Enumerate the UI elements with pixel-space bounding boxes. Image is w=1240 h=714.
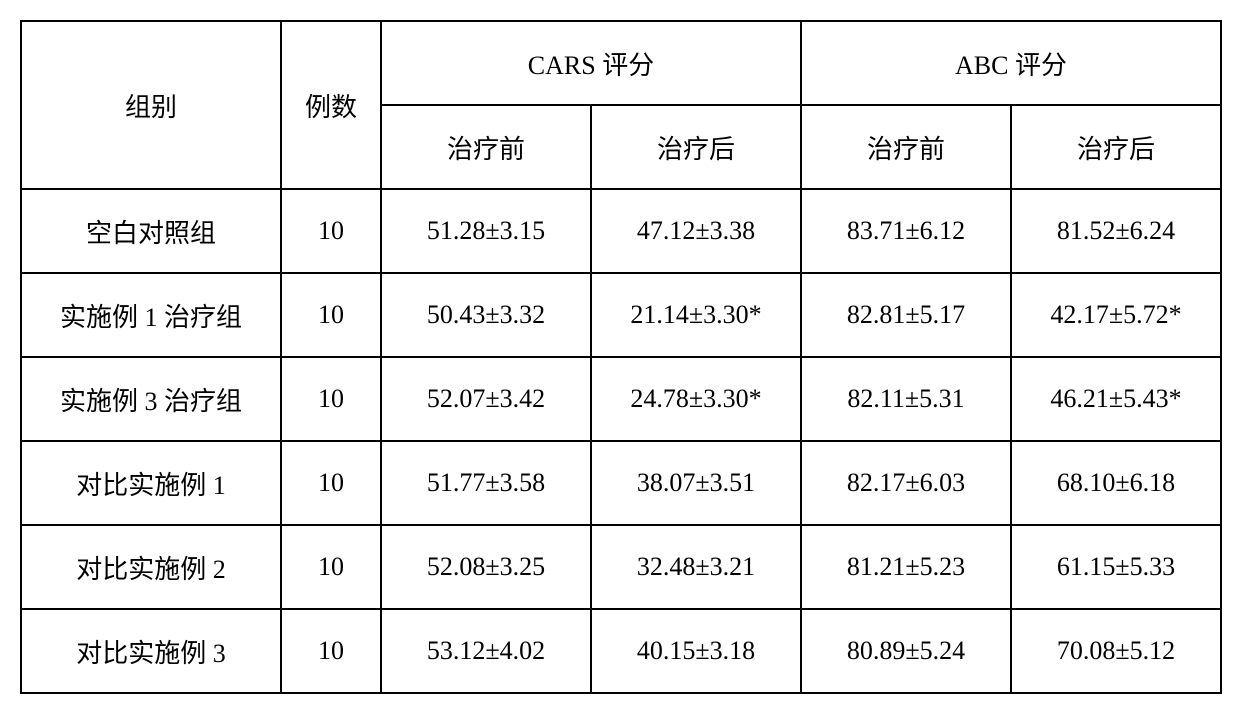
cell-cars-before: 51.28±3.15 — [381, 189, 591, 273]
header-row-1: 组别 例数 CARS 评分 ABC 评分 — [21, 21, 1221, 105]
table-row: 对比实施例 1 10 51.77±3.58 38.07±3.51 82.17±6… — [21, 441, 1221, 525]
cell-abc-after: 81.52±6.24 — [1011, 189, 1221, 273]
cell-count: 10 — [281, 609, 381, 693]
col-header-cars: CARS 评分 — [381, 21, 801, 105]
cell-cars-before: 52.07±3.42 — [381, 357, 591, 441]
col-header-abc-before: 治疗前 — [801, 105, 1011, 189]
cell-abc-before: 83.71±6.12 — [801, 189, 1011, 273]
cell-abc-before: 82.11±5.31 — [801, 357, 1011, 441]
cell-abc-before: 82.17±6.03 — [801, 441, 1011, 525]
cell-abc-before: 81.21±5.23 — [801, 525, 1011, 609]
cell-abc-before: 82.81±5.17 — [801, 273, 1011, 357]
cell-abc-after: 42.17±5.72* — [1011, 273, 1221, 357]
table-row: 对比实施例 3 10 53.12±4.02 40.15±3.18 80.89±5… — [21, 609, 1221, 693]
cell-abc-after: 70.08±5.12 — [1011, 609, 1221, 693]
cell-cars-after: 47.12±3.38 — [591, 189, 801, 273]
cell-count: 10 — [281, 189, 381, 273]
cell-cars-after: 40.15±3.18 — [591, 609, 801, 693]
cell-cars-after: 38.07±3.51 — [591, 441, 801, 525]
cell-abc-after: 46.21±5.43* — [1011, 357, 1221, 441]
cell-count: 10 — [281, 357, 381, 441]
cell-cars-after: 32.48±3.21 — [591, 525, 801, 609]
col-header-cars-after: 治疗后 — [591, 105, 801, 189]
cell-cars-before: 51.77±3.58 — [381, 441, 591, 525]
table-row: 实施例 1 治疗组 10 50.43±3.32 21.14±3.30* 82.8… — [21, 273, 1221, 357]
col-header-cars-before: 治疗前 — [381, 105, 591, 189]
cell-cars-after: 24.78±3.30* — [591, 357, 801, 441]
cell-cars-before: 53.12±4.02 — [381, 609, 591, 693]
cell-count: 10 — [281, 273, 381, 357]
cell-group: 对比实施例 2 — [21, 525, 281, 609]
cell-group: 对比实施例 1 — [21, 441, 281, 525]
cell-cars-before: 50.43±3.32 — [381, 273, 591, 357]
col-header-group: 组别 — [21, 21, 281, 189]
table-row: 对比实施例 2 10 52.08±3.25 32.48±3.21 81.21±5… — [21, 525, 1221, 609]
cell-group: 实施例 3 治疗组 — [21, 357, 281, 441]
cell-abc-before: 80.89±5.24 — [801, 609, 1011, 693]
cell-count: 10 — [281, 525, 381, 609]
table-row: 实施例 3 治疗组 10 52.07±3.42 24.78±3.30* 82.1… — [21, 357, 1221, 441]
cell-group: 空白对照组 — [21, 189, 281, 273]
cell-group: 对比实施例 3 — [21, 609, 281, 693]
cell-cars-before: 52.08±3.25 — [381, 525, 591, 609]
col-header-abc-after: 治疗后 — [1011, 105, 1221, 189]
cell-cars-after: 21.14±3.30* — [591, 273, 801, 357]
col-header-count: 例数 — [281, 21, 381, 189]
scores-table: 组别 例数 CARS 评分 ABC 评分 治疗前 治疗后 治疗前 治疗后 空白对… — [20, 20, 1222, 694]
cell-group: 实施例 1 治疗组 — [21, 273, 281, 357]
cell-abc-after: 61.15±5.33 — [1011, 525, 1221, 609]
table-row: 空白对照组 10 51.28±3.15 47.12±3.38 83.71±6.1… — [21, 189, 1221, 273]
cell-abc-after: 68.10±6.18 — [1011, 441, 1221, 525]
cell-count: 10 — [281, 441, 381, 525]
col-header-abc: ABC 评分 — [801, 21, 1221, 105]
